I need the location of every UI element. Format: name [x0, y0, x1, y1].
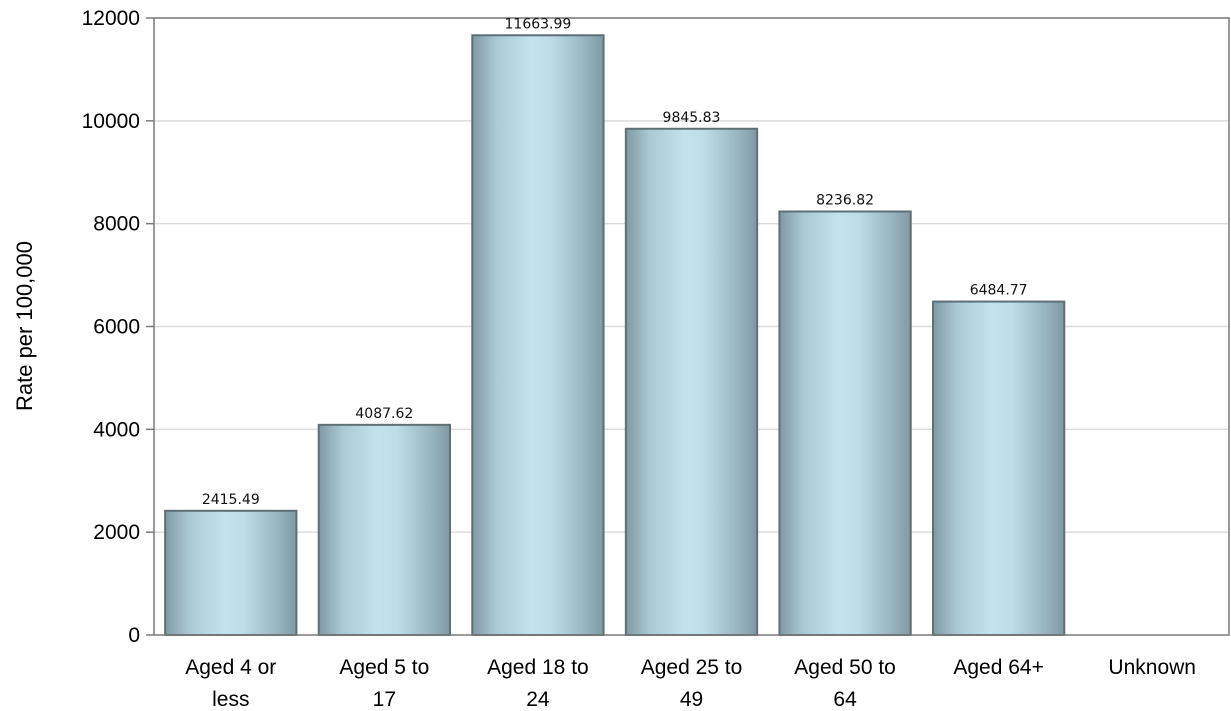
- data-label: 9845.83: [663, 110, 721, 126]
- bar: [471, 34, 605, 637]
- bar: [317, 423, 452, 637]
- bars: [164, 34, 1066, 637]
- y-tick-label: 10000: [82, 110, 140, 133]
- x-category-label: Aged 4 or: [185, 656, 276, 679]
- y-tick-label: 2000: [93, 521, 140, 544]
- bar: [164, 509, 298, 636]
- x-category-label: 64: [833, 688, 857, 711]
- labels: 0 2000 4000 6000 8000 10000 12000 2415.49 Aged 4…: [82, 7, 1196, 711]
- data-label: 6484.77: [970, 283, 1028, 299]
- axes: [146, 17, 1230, 636]
- x-category-label: Aged 18 to: [487, 656, 589, 679]
- data-label: 4087.62: [355, 406, 413, 422]
- x-category-label: Unknown: [1108, 656, 1196, 679]
- x-category-label: 17: [373, 688, 396, 711]
- x-category-label: less: [212, 688, 249, 711]
- y-axis-title: Rate per 100,000: [12, 241, 37, 411]
- y-tick-label: 6000: [93, 316, 140, 339]
- y-tick-label: 0: [128, 624, 140, 647]
- x-category-label: 24: [526, 688, 550, 711]
- data-label: 2415.49: [202, 492, 260, 508]
- plot-frame: [153, 17, 1230, 636]
- bar: [624, 127, 759, 636]
- bar: [931, 300, 1066, 636]
- x-category-label: Aged 50 to: [794, 656, 896, 679]
- x-category-label: Aged 25 to: [641, 656, 743, 679]
- x-category-label: 49: [680, 688, 703, 711]
- data-label: 8236.82: [816, 192, 874, 208]
- x-category-label: Aged 5 to: [339, 656, 429, 679]
- x-category-label: Aged 64+: [953, 656, 1044, 679]
- y-tick-label: 4000: [93, 418, 140, 441]
- bar: [778, 210, 912, 636]
- y-tick-label: 8000: [93, 213, 140, 236]
- y-tick-label: 12000: [82, 7, 140, 30]
- data-label: 11663.99: [505, 16, 572, 32]
